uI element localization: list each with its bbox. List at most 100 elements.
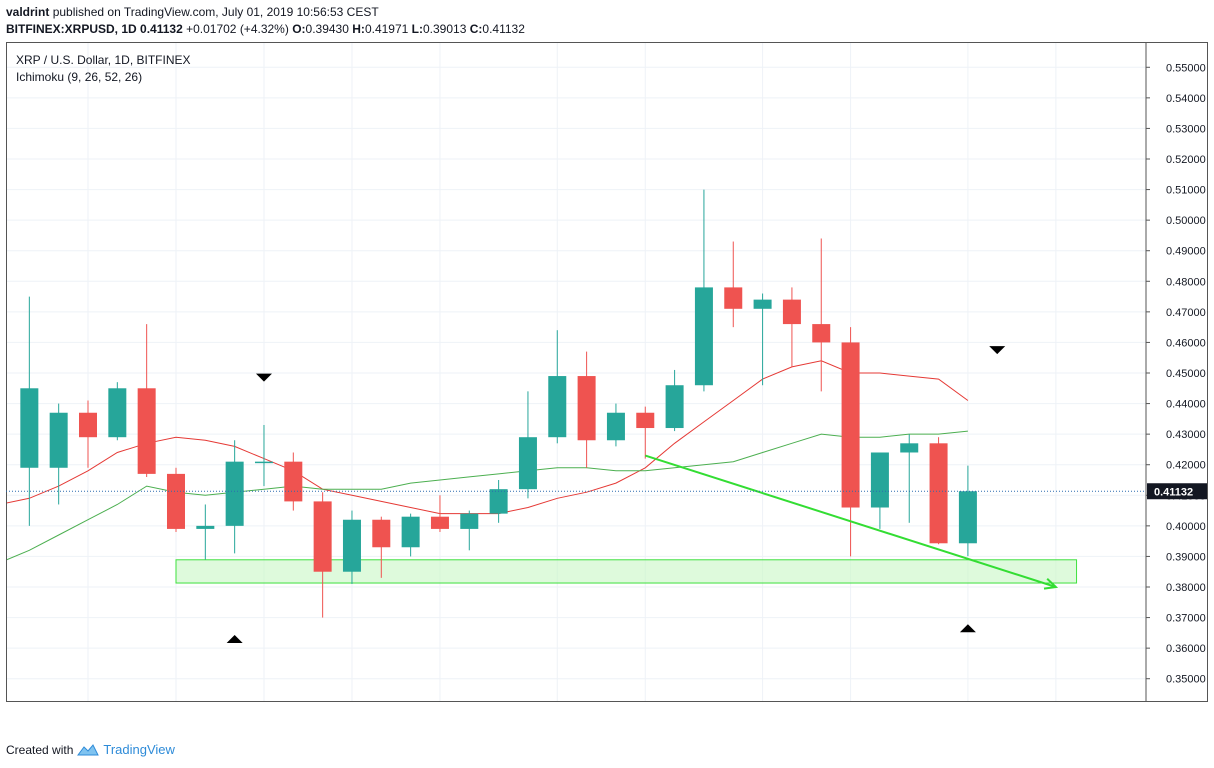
candle xyxy=(460,510,479,551)
support-zone-layer xyxy=(175,559,1078,584)
y-tick-label: 0.55000 xyxy=(1166,62,1206,74)
candle xyxy=(79,400,97,468)
ticker: BITFINEX:XRPUSD, 1D xyxy=(6,22,137,36)
candle xyxy=(606,403,625,447)
ohlc-info: BITFINEX:XRPUSD, 1D 0.41132 +0.01702 (+4… xyxy=(6,22,525,36)
candle-body xyxy=(254,461,273,464)
candle-body xyxy=(79,412,97,438)
trend-arrow-head xyxy=(1043,578,1059,590)
candle-body xyxy=(518,437,537,490)
support-zone xyxy=(175,559,1078,584)
symbol-legend[interactable]: XRP / U.S. Dollar, 1D, BITFINEX xyxy=(16,53,191,67)
marker-down-triangle xyxy=(989,346,1006,355)
candle-body xyxy=(489,489,508,514)
grid xyxy=(6,42,1146,702)
candle-body xyxy=(724,287,743,309)
markers xyxy=(226,346,1006,643)
candle-body xyxy=(636,412,655,429)
candle xyxy=(636,406,655,459)
y-tick-label: 0.45000 xyxy=(1166,368,1206,380)
published-text: published on TradingView.com, July 01, 2… xyxy=(52,5,379,19)
current-price-badge xyxy=(1147,483,1207,500)
candle xyxy=(548,330,567,444)
marker-up-triangle xyxy=(959,624,976,633)
candle-body xyxy=(225,461,244,526)
indicator-legend[interactable]: Ichimoku (9, 26, 52, 26) xyxy=(16,70,142,84)
y-tick-label: 0.47000 xyxy=(1166,307,1206,319)
close-value: 0.41132 xyxy=(482,22,525,36)
y-tick-label: 0.54000 xyxy=(1166,93,1206,105)
candle-body xyxy=(841,342,860,508)
y-tick-label: 0.52000 xyxy=(1166,154,1206,166)
created-with-text: Created with xyxy=(6,742,74,757)
low-label: L: xyxy=(411,22,423,36)
high-label: H: xyxy=(352,22,365,36)
candle xyxy=(870,452,889,529)
ichimoku-lines xyxy=(0,360,969,564)
candle-body xyxy=(342,519,361,572)
y-tick-label: 0.35000 xyxy=(1166,674,1206,686)
y-tick-label: 0.38000 xyxy=(1166,582,1206,594)
candle xyxy=(20,296,39,526)
y-tick-label: 0.44000 xyxy=(1166,399,1206,411)
low-value: 0.39013 xyxy=(423,22,467,36)
candle-body xyxy=(753,299,772,309)
candles xyxy=(20,189,977,618)
candle-body xyxy=(606,412,625,441)
candle-body xyxy=(166,473,185,529)
candle-body xyxy=(577,376,596,441)
y-tick-label: 0.43000 xyxy=(1166,429,1206,441)
candle xyxy=(812,238,831,392)
trend-arrow-line xyxy=(644,454,1057,588)
candle xyxy=(489,480,508,523)
y-tick-label: 0.51000 xyxy=(1166,185,1206,197)
kijun-line xyxy=(0,430,968,564)
price-change: +0.01702 (+4.32%) xyxy=(186,22,289,36)
axes: 0.55000 0.54000 0.53000 0.52000 0.51000 0.500… xyxy=(6,42,1208,719)
candle xyxy=(166,467,185,532)
candle-body xyxy=(313,501,332,572)
candle-body xyxy=(548,376,567,438)
candle xyxy=(724,241,743,328)
y-tick-label: 0.50000 xyxy=(1166,215,1206,227)
y-tick-label: 0.53000 xyxy=(1166,123,1206,135)
candle-body xyxy=(460,513,479,529)
y-tick-label: 0.37000 xyxy=(1166,613,1206,625)
candle-body xyxy=(49,412,68,468)
price-chart[interactable]: 0.55000 0.54000 0.53000 0.52000 0.51000 0.500… xyxy=(0,42,1208,719)
candle-body xyxy=(372,519,391,548)
candle xyxy=(958,465,977,557)
current-price-label: 0.41132 xyxy=(1154,486,1193,498)
y-tick-label: 0.49000 xyxy=(1166,246,1206,258)
close-label: C: xyxy=(469,22,483,36)
candle-body xyxy=(108,388,127,438)
y-tick-label: 0.46000 xyxy=(1166,337,1206,349)
open-label: O: xyxy=(292,22,306,36)
candle-body xyxy=(929,443,948,544)
tradingview-brand[interactable]: TradingView xyxy=(103,742,175,757)
footer: Created with TradingView xyxy=(6,742,175,757)
open-value: 0.39430 xyxy=(305,22,349,36)
author-name[interactable]: valdrint xyxy=(6,5,50,19)
candle-body xyxy=(958,491,977,544)
candle xyxy=(753,293,772,386)
candle xyxy=(929,437,948,545)
tenkan-line xyxy=(0,360,969,515)
candle xyxy=(372,516,391,578)
candle-body xyxy=(782,299,801,325)
y-tick-label: 0.39000 xyxy=(1166,551,1206,563)
candle-body xyxy=(694,287,713,386)
tradingview-logo-icon xyxy=(77,743,100,755)
last-price: 0.41132 xyxy=(140,22,183,36)
chart-area[interactable]: 0.55000 0.54000 0.53000 0.52000 0.51000 0.500… xyxy=(0,42,1208,719)
candle-body xyxy=(401,516,420,548)
candle xyxy=(401,513,420,557)
y-tick-label: 0.40000 xyxy=(1166,521,1206,533)
candle xyxy=(313,492,332,618)
high-value: 0.41971 xyxy=(364,22,409,36)
candle xyxy=(665,369,684,432)
y-tick-label: 0.48000 xyxy=(1166,276,1206,288)
candle xyxy=(137,324,156,477)
y-tick-label: 0.42000 xyxy=(1166,460,1206,472)
publish-info: valdrint published on TradingView.com, J… xyxy=(6,5,379,19)
